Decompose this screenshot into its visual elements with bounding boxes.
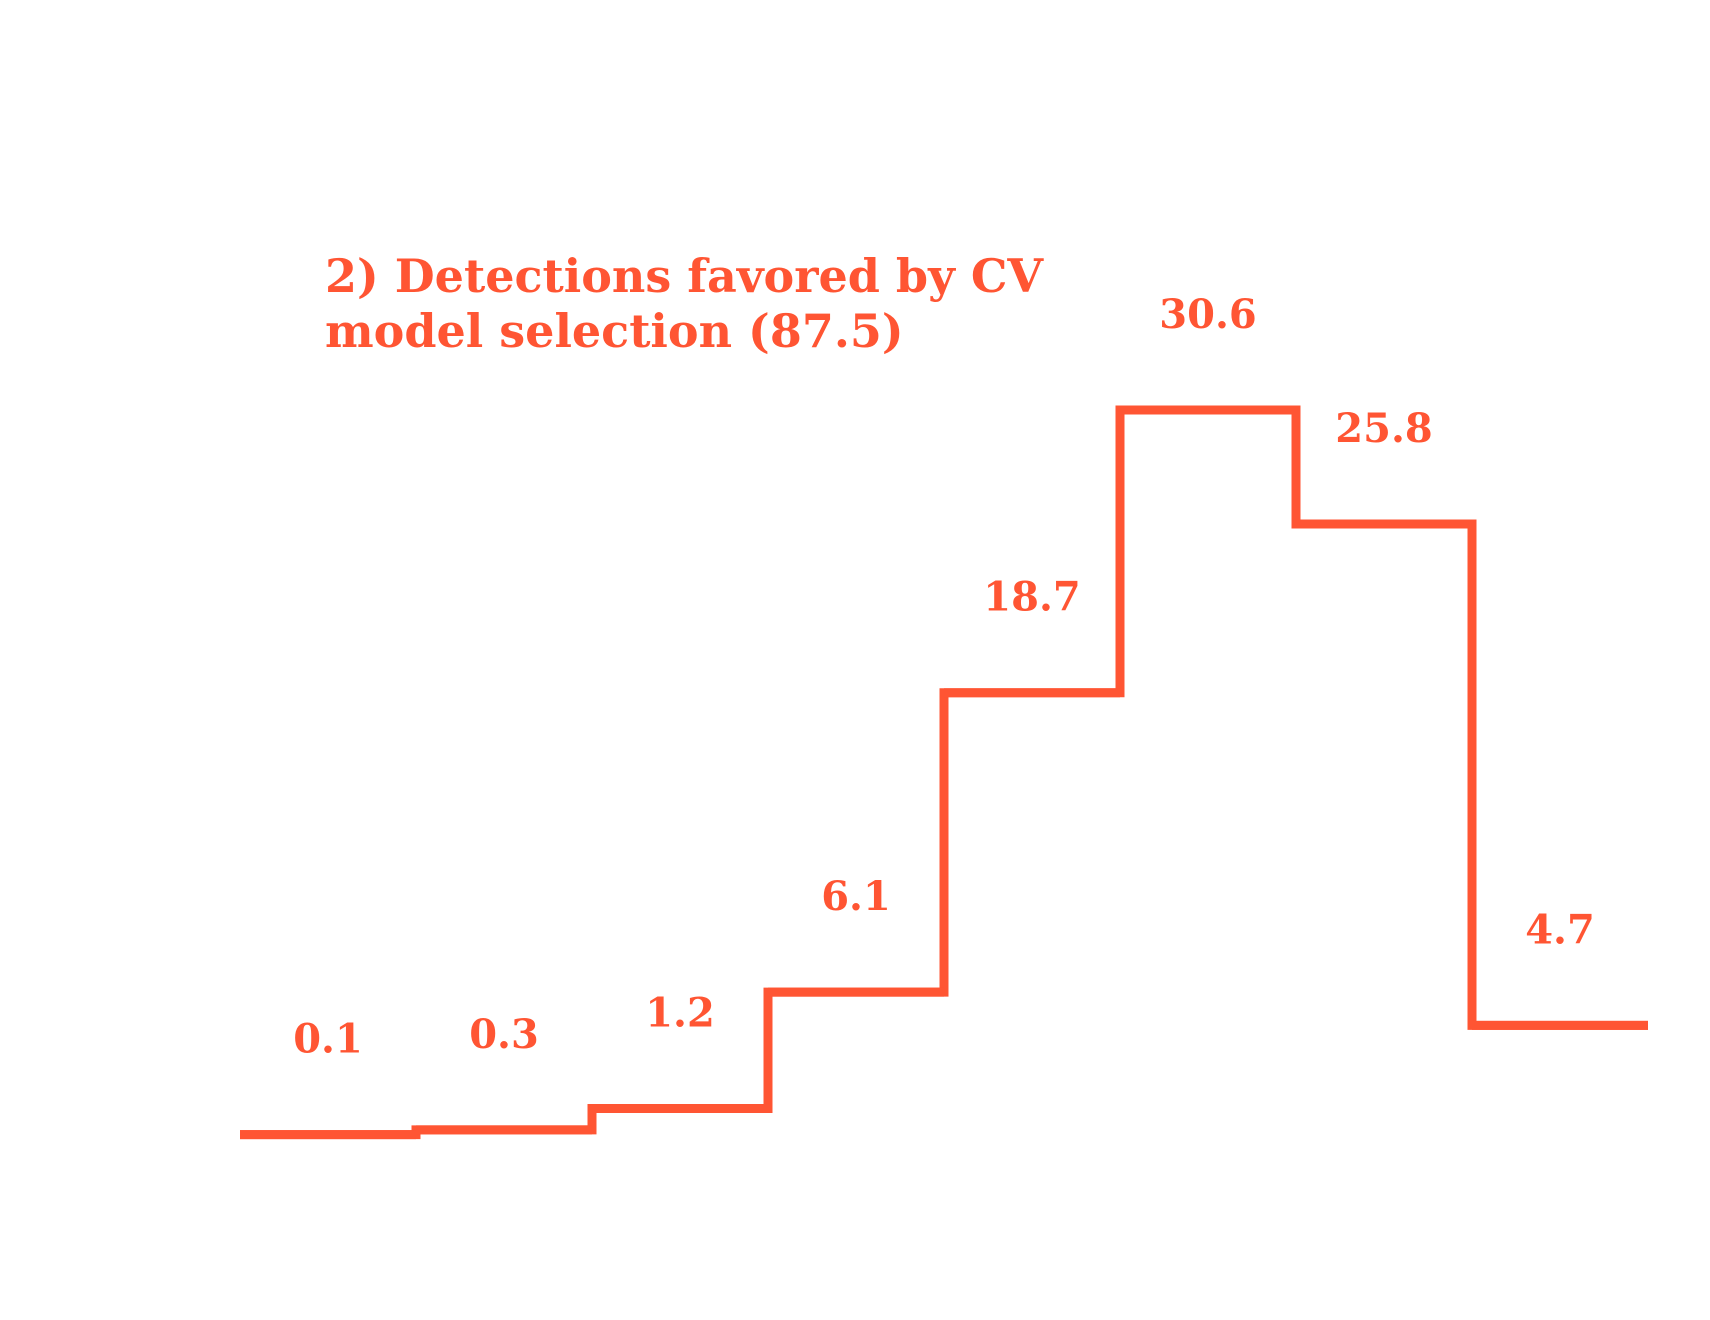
step-line (240, 405, 1648, 1140)
data-label-bin-4: 6.1 (821, 873, 891, 920)
data-label-bin-6: 30.6 (1159, 291, 1256, 338)
data-label-bin-7: 25.8 (1335, 405, 1432, 452)
data-label-bin-5: 18.7 (983, 574, 1080, 621)
data-labels: 0.1 0.3 1.2 6.1 18.7 30.6 25.8 4.7 (293, 291, 1595, 1063)
chart-title-line-2: model selection (87.5) (325, 304, 904, 358)
data-label-bin-2: 0.3 (469, 1011, 539, 1058)
data-label-bin-1: 0.1 (293, 1016, 363, 1063)
chart-title: 2) Detections favored by CV model select… (325, 249, 1044, 358)
chart-title-line-1: 2) Detections favored by CV (325, 249, 1044, 303)
data-label-bin-3: 1.2 (645, 989, 715, 1036)
data-label-bin-8: 4.7 (1525, 906, 1595, 953)
step-series (240, 405, 1648, 1140)
